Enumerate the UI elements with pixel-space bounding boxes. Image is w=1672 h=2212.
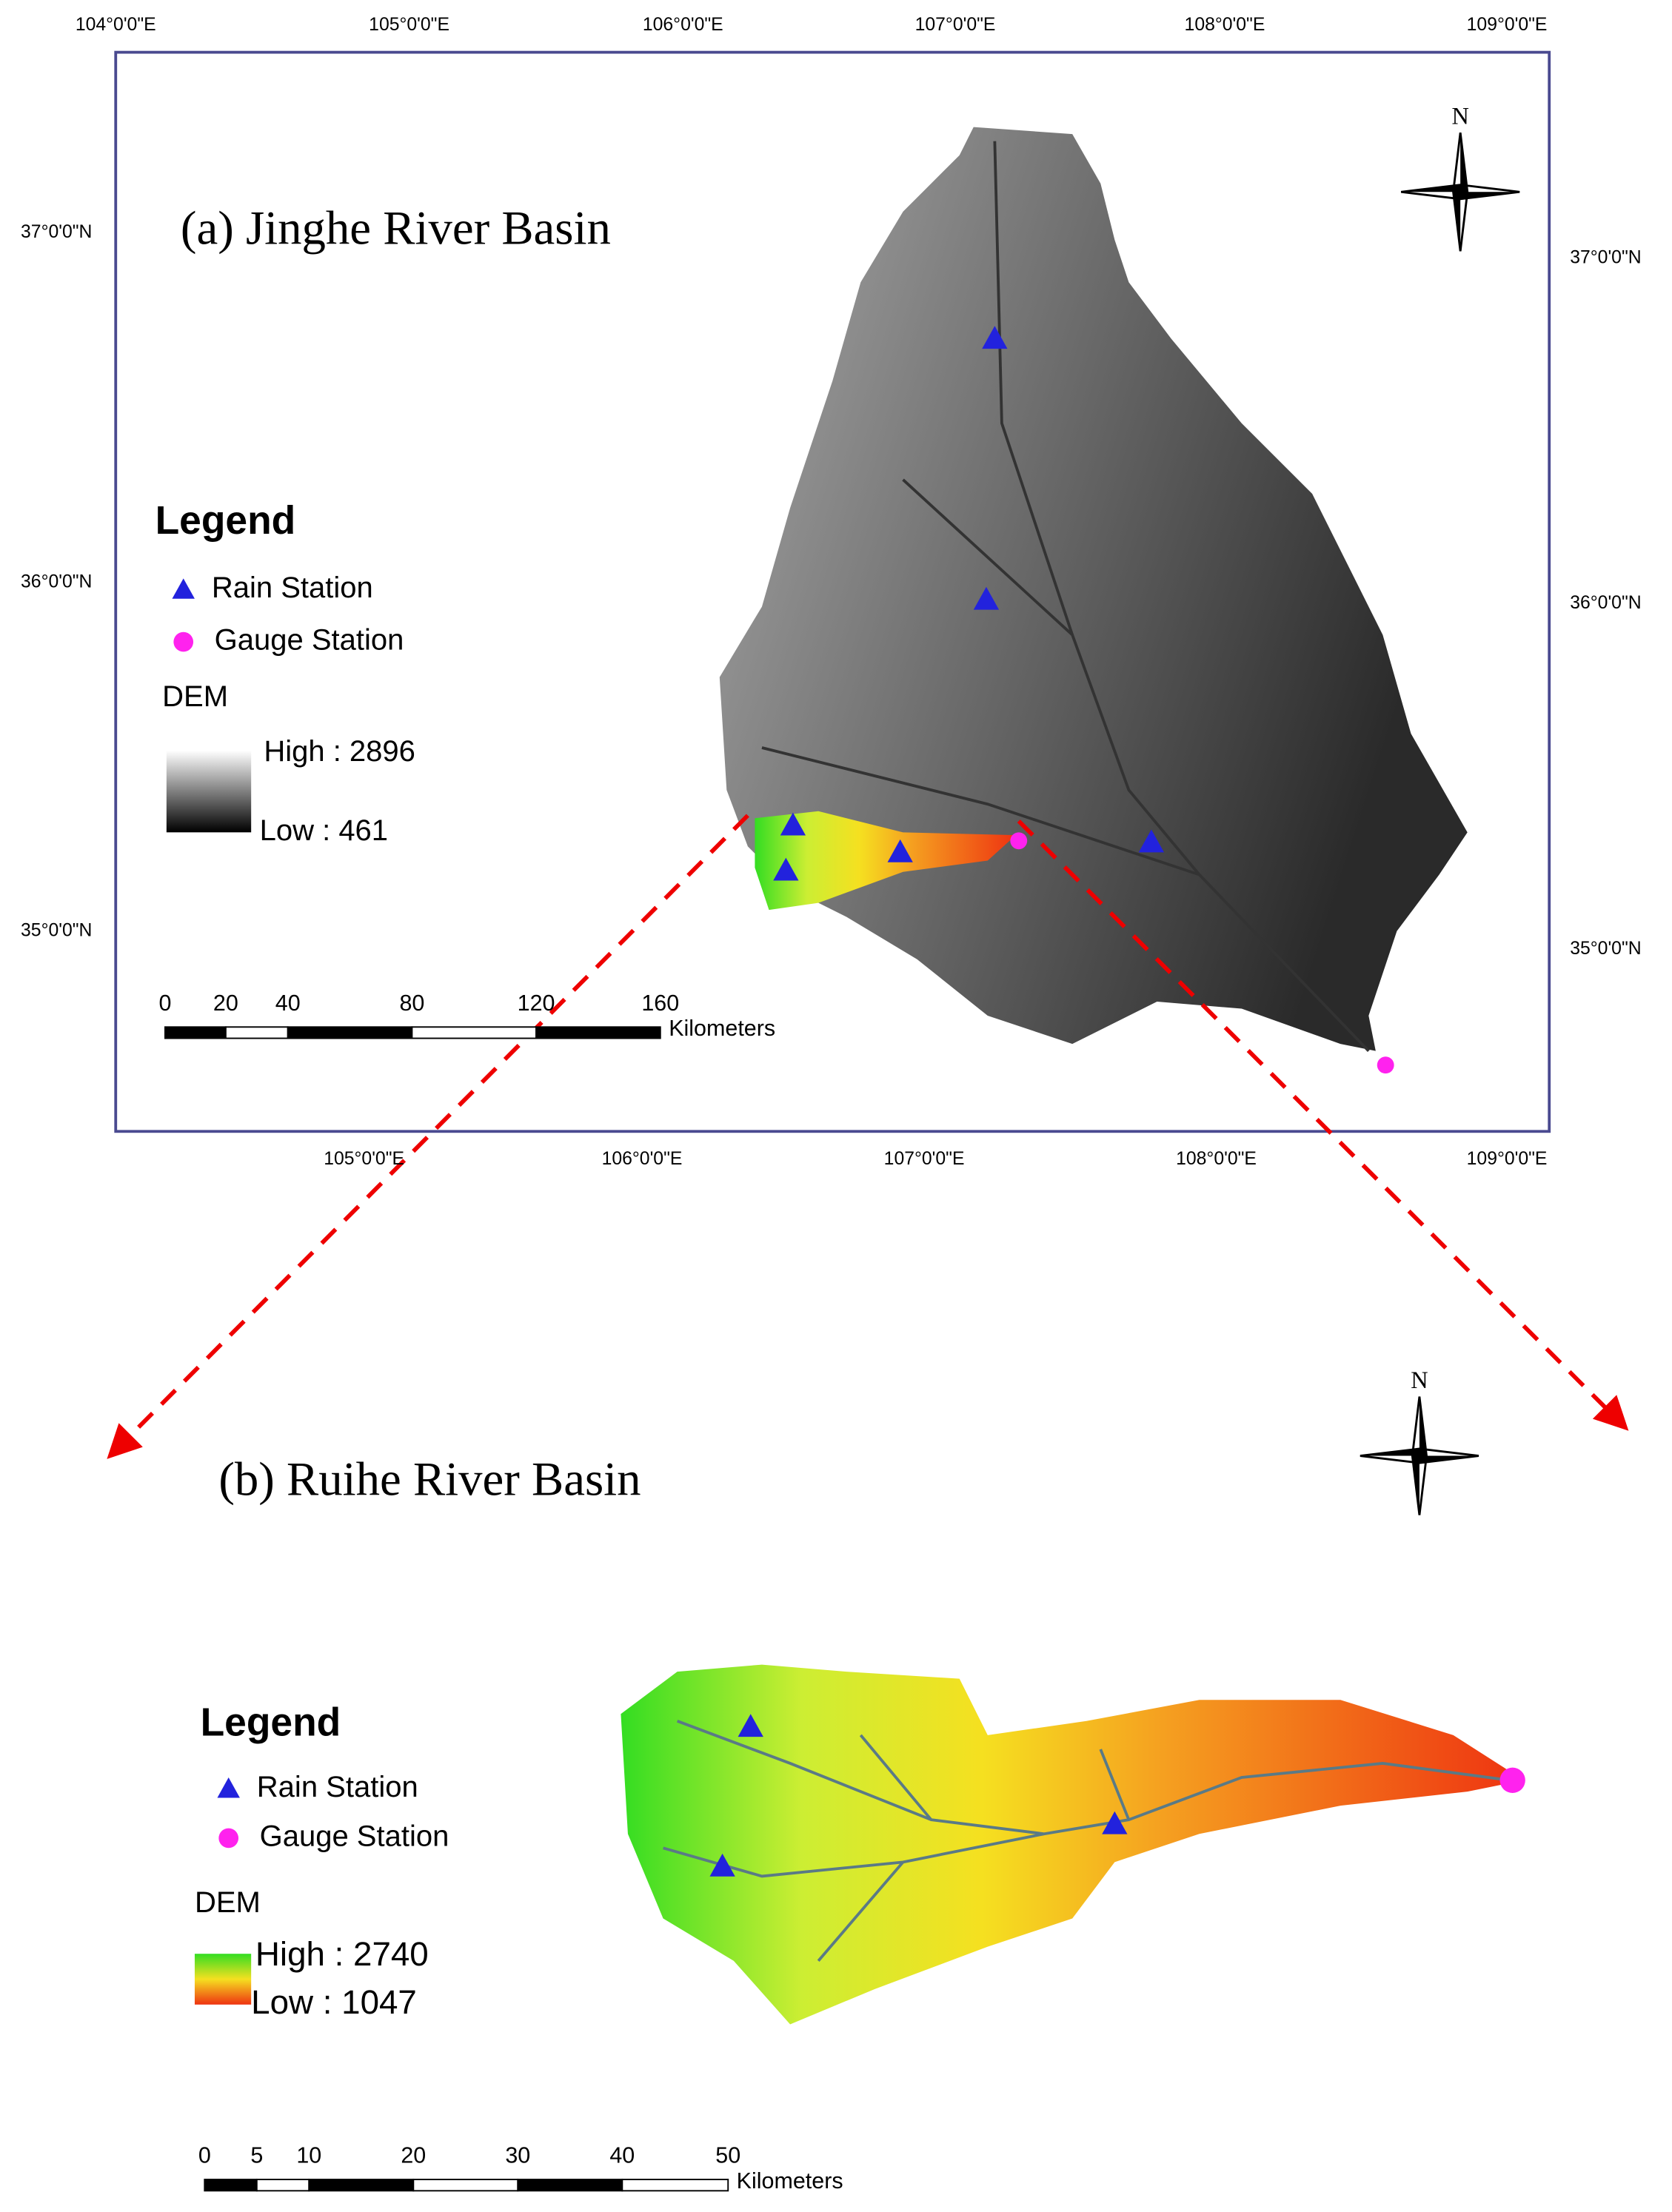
- legend-item: Rain Station: [212, 572, 373, 604]
- rain-station: [773, 857, 799, 881]
- latitude-label: 36°0'0"N: [21, 572, 92, 592]
- map-frame: [114, 50, 1551, 1133]
- gauge-station: [173, 631, 194, 652]
- gauge-station: [1010, 832, 1028, 850]
- latitude-label: 35°0'0"N: [21, 920, 92, 940]
- legend-item: Gauge Station: [215, 624, 404, 657]
- north-label: N: [1411, 1367, 1428, 1394]
- scale-tick-label: 20: [213, 991, 238, 1016]
- scale-segment: [255, 2179, 310, 2192]
- dem-high: High : 2740: [255, 1935, 429, 1973]
- rain-station: [738, 1714, 763, 1737]
- longitude-label: 107°0'0"E: [915, 15, 996, 35]
- scale-tick-label: 10: [296, 2143, 321, 2168]
- latitude-label: 37°0'0"N: [1570, 247, 1641, 267]
- scale-unit: Kilometers: [737, 2168, 843, 2193]
- longitude-label: 109°0'0"E: [1467, 1149, 1548, 1169]
- scale-tick-label: 50: [715, 2143, 740, 2168]
- zoom-arrow: [1017, 820, 1629, 1431]
- dem-ramp: [194, 1954, 252, 2005]
- scale-tick-label: 40: [275, 991, 301, 1016]
- scale-tick-label: 160: [641, 991, 679, 1016]
- rivers: [663, 1720, 1511, 1962]
- rain-station: [172, 578, 195, 599]
- longitude-label: 105°0'0"E: [324, 1149, 404, 1169]
- dem-low: Low : 1047: [251, 1983, 417, 2021]
- scale-segment: [411, 1026, 538, 1039]
- latitude-label: 35°0'0"N: [1570, 939, 1641, 959]
- scale-segment: [287, 1026, 413, 1039]
- legend-dem-title: DEM: [162, 680, 228, 713]
- panel-title: (a) Jinghe River Basin: [181, 201, 611, 255]
- scale-segment: [412, 2179, 519, 2192]
- scale-segment: [517, 2179, 623, 2192]
- dem-ramp: [166, 750, 252, 833]
- scale-tick-label: 40: [609, 2143, 635, 2168]
- panel-title: (b) Ruihe River Basin: [218, 1453, 641, 1506]
- scale-segment: [204, 2179, 258, 2192]
- scale-tick-label: 120: [518, 991, 555, 1016]
- scale-unit: Kilometers: [669, 1016, 775, 1041]
- scale-tick-label: 30: [505, 2143, 530, 2168]
- longitude-label: 104°0'0"E: [76, 15, 156, 35]
- jinghe-basin: [719, 127, 1468, 1051]
- longitude-label: 106°0'0"E: [643, 15, 723, 35]
- zoom-arrow: [107, 814, 749, 1459]
- latitude-label: 36°0'0"N: [1570, 593, 1641, 613]
- longitude-label: 109°0'0"E: [1467, 15, 1548, 35]
- scale-tick-label: 5: [250, 2143, 263, 2168]
- scale-segment: [535, 1026, 661, 1039]
- gauge-station: [1377, 1056, 1394, 1074]
- scale-tick-label: 80: [399, 991, 424, 1016]
- ruihe-basin: [621, 1664, 1524, 2025]
- scale-tick-label: 0: [158, 991, 171, 1016]
- scale-segment: [164, 1026, 227, 1039]
- longitude-label: 108°0'0"E: [1176, 1149, 1257, 1169]
- longitude-label: 106°0'0"E: [602, 1149, 683, 1169]
- legend-title: Legend: [201, 1701, 341, 1745]
- rain-station: [709, 1853, 735, 1877]
- rain-station: [1102, 1811, 1128, 1834]
- north-arrow: [1401, 133, 1520, 252]
- legend-item: Rain Station: [257, 1771, 418, 1803]
- longitude-label: 108°0'0"E: [1185, 15, 1265, 35]
- north-label: N: [1451, 104, 1468, 130]
- ruihe-basin-inset: [755, 811, 1016, 911]
- dem-high: High : 2896: [264, 735, 415, 768]
- scale-tick-label: 20: [401, 2143, 426, 2168]
- legend-item: Gauge Station: [260, 1820, 449, 1853]
- rain-station: [217, 1777, 240, 1798]
- north-arrow: [1360, 1396, 1479, 1515]
- scale-segment: [224, 1026, 289, 1039]
- legend-dem-title: DEM: [195, 1886, 261, 1919]
- rivers: [761, 141, 1370, 1053]
- dem-low: Low : 461: [260, 814, 388, 847]
- rain-station: [780, 812, 806, 836]
- longitude-label: 105°0'0"E: [369, 15, 449, 35]
- latitude-label: 37°0'0"N: [21, 222, 92, 242]
- legend-title: Legend: [156, 499, 296, 543]
- rain-station: [973, 586, 1000, 610]
- scale-tick-label: 0: [198, 2143, 211, 2168]
- rain-station: [1138, 829, 1165, 853]
- gauge-station: [1499, 1767, 1525, 1793]
- longitude-label: 107°0'0"E: [884, 1149, 965, 1169]
- gauge-station: [218, 1828, 239, 1849]
- rain-station: [887, 839, 913, 862]
- scale-segment: [621, 2179, 729, 2192]
- rain-station: [982, 326, 1008, 349]
- scale-segment: [308, 2179, 415, 2192]
